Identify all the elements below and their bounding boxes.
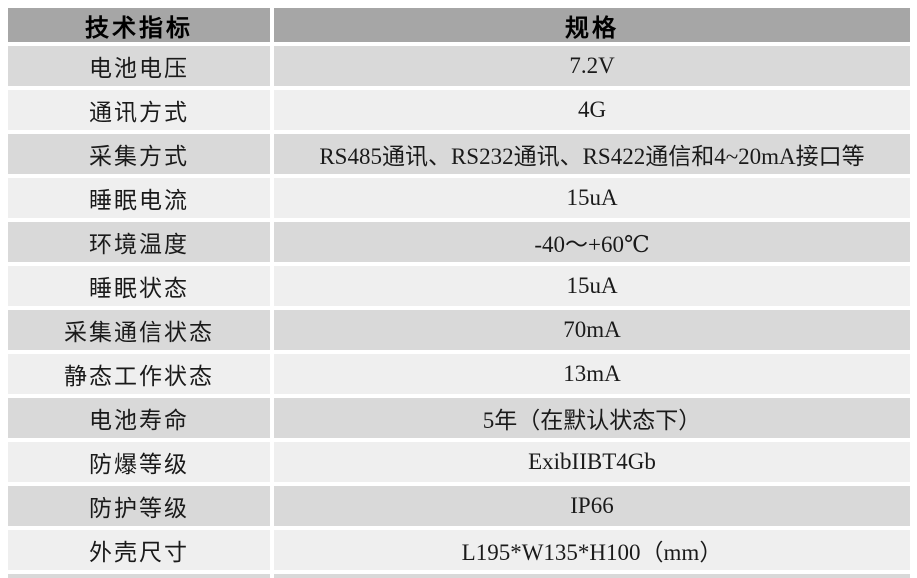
table-row-acquisition-mode: 采集方式 RS485通讯、RS232通讯、RS422通信和4~20mA接口等 <box>8 134 910 174</box>
table-row-acquisition-comm-state: 采集通信状态 70mA <box>8 310 910 350</box>
table-row-battery-voltage: 电池电压 7.2V <box>8 46 910 86</box>
spec-value: 5年（在默认状态下） <box>274 398 910 438</box>
table-row-static-working-state: 静态工作状态 13mA <box>8 354 910 394</box>
spec-value: 70mA <box>274 310 910 350</box>
table-row-sleep-state: 睡眠状态 15uA <box>8 266 910 306</box>
spec-table: 技术指标 规格 电池电压 7.2V 通讯方式 4G 采集方式 RS485通讯、R… <box>8 8 910 578</box>
table-row-protection-rating: 防护等级 IP66 <box>8 486 910 526</box>
spec-label: 采集通信状态 <box>8 310 270 350</box>
partial-row-clipped <box>8 574 910 578</box>
column-header-indicator: 技术指标 <box>8 8 270 42</box>
spec-value: 15uA <box>274 178 910 218</box>
spec-label: 外壳尺寸 <box>8 530 270 570</box>
spec-label: 电池寿命 <box>8 398 270 438</box>
table-row-enclosure-size: 外壳尺寸 L195*W135*H100（mm） <box>8 530 910 570</box>
spec-value: -40～+60℃ <box>274 222 910 262</box>
spec-label: 电池电压 <box>8 46 270 86</box>
spec-label: 睡眠状态 <box>8 266 270 306</box>
partial-value-cell <box>274 574 910 578</box>
table-row-battery-life: 电池寿命 5年（在默认状态下） <box>8 398 910 438</box>
spec-value: ExibIIBT4Gb <box>274 442 910 482</box>
spec-value: L195*W135*H100（mm） <box>274 530 910 570</box>
column-header-spec: 规格 <box>274 8 910 42</box>
spec-value: IP66 <box>274 486 910 526</box>
spec-label: 通讯方式 <box>8 90 270 130</box>
spec-label: 防护等级 <box>8 486 270 526</box>
table-row-communication-mode: 通讯方式 4G <box>8 90 910 130</box>
spec-label: 环境温度 <box>8 222 270 262</box>
spec-label: 防爆等级 <box>8 442 270 482</box>
table-row-sleep-current: 睡眠电流 15uA <box>8 178 910 218</box>
table-row-explosion-proof-rating: 防爆等级 ExibIIBT4Gb <box>8 442 910 482</box>
partial-label-cell <box>8 574 270 578</box>
table-header-row: 技术指标 规格 <box>8 8 910 42</box>
spec-label: 采集方式 <box>8 134 270 174</box>
spec-value: RS485通讯、RS232通讯、RS422通信和4~20mA接口等 <box>274 134 910 174</box>
spec-value: 13mA <box>274 354 910 394</box>
spec-label: 静态工作状态 <box>8 354 270 394</box>
spec-label: 睡眠电流 <box>8 178 270 218</box>
spec-value: 4G <box>274 90 910 130</box>
table-row-ambient-temperature: 环境温度 -40～+60℃ <box>8 222 910 262</box>
spec-value: 15uA <box>274 266 910 306</box>
spec-value: 7.2V <box>274 46 910 86</box>
